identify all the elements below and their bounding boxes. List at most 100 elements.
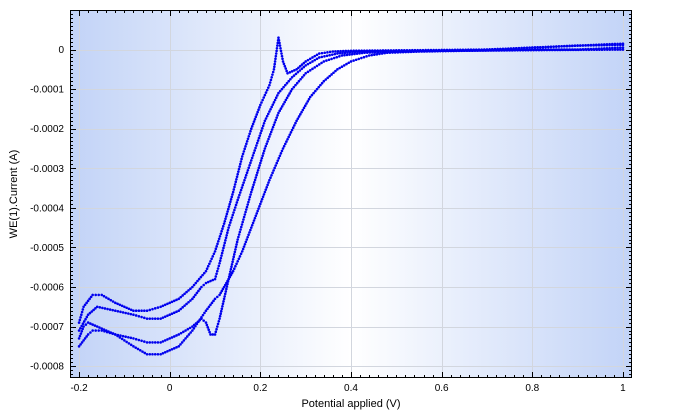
- data-point: [172, 299, 176, 303]
- data-point: [198, 287, 202, 291]
- data-point: [259, 103, 262, 107]
- data-point: [270, 105, 273, 109]
- data-point: [124, 335, 127, 339]
- data-point: [116, 310, 120, 313]
- data-point: [120, 304, 124, 308]
- data-point: [257, 136, 261, 140]
- data-point: [322, 79, 326, 83]
- data-point: [151, 317, 154, 320]
- data-point: [288, 133, 292, 136]
- data-point: [283, 100, 286, 104]
- data-point: [273, 166, 276, 170]
- data-point: [268, 110, 271, 113]
- data-point: [134, 314, 138, 317]
- data-point: [240, 223, 244, 226]
- data-point: [444, 49, 447, 53]
- data-point: [214, 247, 218, 251]
- data-point: [182, 330, 185, 334]
- data-point: [217, 264, 221, 268]
- data-point: [286, 137, 289, 141]
- data-point: [276, 44, 279, 47]
- data-point: [100, 293, 104, 297]
- data-point: [205, 323, 209, 327]
- data-point: [227, 205, 231, 208]
- data-point: [222, 285, 226, 289]
- data-point: [275, 161, 279, 165]
- data-point: [148, 308, 152, 312]
- data-point: [295, 81, 299, 85]
- data-point: [425, 50, 429, 53]
- data-point: [206, 326, 210, 329]
- data-point: [313, 54, 317, 58]
- data-point: [213, 297, 217, 301]
- data-point: [125, 306, 128, 310]
- data-point: [207, 328, 210, 332]
- data-point: [259, 200, 263, 203]
- data-point: [225, 281, 228, 285]
- data-point: [212, 252, 216, 256]
- data-point: [140, 315, 143, 319]
- data-point: [233, 206, 237, 209]
- data-point: [313, 58, 317, 62]
- data-point: [275, 116, 278, 119]
- data-point: [284, 98, 288, 102]
- data-point: [616, 48, 620, 51]
- data-point: [213, 333, 217, 336]
- data-point: [281, 57, 284, 61]
- data-point: [123, 305, 126, 309]
- data-point: [264, 188, 268, 191]
- data-point: [235, 175, 239, 179]
- data-point: [412, 50, 416, 54]
- data-point: [219, 312, 222, 316]
- data-point: [191, 297, 194, 301]
- data-point: [77, 321, 81, 324]
- data-point: [569, 48, 572, 52]
- data-point: [272, 169, 275, 172]
- data-point: [304, 72, 307, 75]
- data-point: [295, 119, 298, 123]
- data-point: [328, 50, 332, 54]
- data-point: [525, 46, 529, 50]
- data-point: [292, 74, 296, 77]
- data-point: [265, 185, 269, 189]
- data-point: [230, 195, 234, 199]
- data-point: [189, 287, 192, 290]
- x-tick-label: 0.2: [253, 383, 267, 394]
- data-point: [449, 49, 453, 53]
- data-point: [324, 78, 328, 81]
- data-point: [497, 49, 501, 52]
- data-point: [81, 327, 84, 331]
- data-point: [253, 181, 256, 184]
- data-point: [592, 48, 596, 52]
- data-point: [251, 154, 255, 157]
- data-point: [524, 48, 527, 52]
- data-point: [250, 156, 254, 160]
- data-point: [269, 176, 272, 180]
- data-point: [247, 200, 250, 204]
- data-point: [241, 152, 245, 156]
- data-point: [226, 228, 230, 232]
- data-point: [244, 173, 248, 177]
- data-point: [600, 48, 604, 51]
- data-point: [231, 213, 235, 217]
- data-point: [217, 240, 220, 243]
- data-point: [306, 58, 310, 62]
- data-point: [250, 223, 254, 227]
- data-point: [159, 341, 162, 344]
- data-point: [145, 352, 149, 356]
- data-point: [302, 61, 306, 65]
- data-point: [290, 87, 294, 91]
- data-point: [104, 329, 108, 332]
- data-point: [274, 52, 278, 55]
- data-point: [268, 178, 271, 182]
- data-point: [234, 180, 238, 184]
- data-point: [89, 322, 92, 325]
- data-point: [192, 295, 196, 299]
- data-point: [283, 83, 287, 87]
- data-point: [571, 48, 575, 52]
- data-point: [126, 336, 130, 339]
- data-point: [489, 49, 493, 52]
- data-point: [391, 51, 394, 54]
- data-point: [255, 113, 259, 116]
- data-point: [219, 309, 223, 313]
